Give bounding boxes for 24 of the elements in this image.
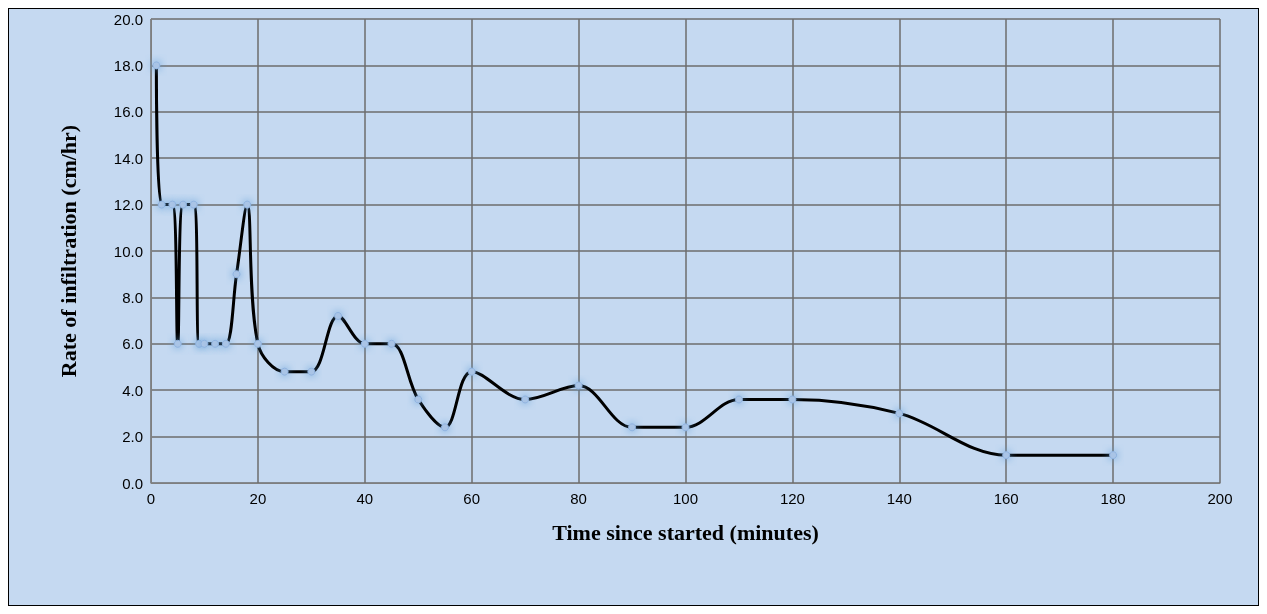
y-tick-label: 0.0 xyxy=(122,474,143,492)
x-tick-label: 100 xyxy=(672,490,699,507)
x-tick-label: 60 xyxy=(463,490,481,507)
y-tick-label: 6.0 xyxy=(122,335,143,353)
x-tick-label: 0 xyxy=(146,490,156,507)
y-tick-label: 18.0 xyxy=(113,56,143,74)
y-tick-label: 2.0 xyxy=(122,428,143,446)
x-tick-label: 140 xyxy=(886,490,912,507)
x-tick-label: 40 xyxy=(356,490,374,507)
y-tick-label: 16.0 xyxy=(113,103,143,121)
y-tick-label: 20.0 xyxy=(113,10,143,28)
y-tick-label: 12.0 xyxy=(113,196,143,214)
y-axis-title: Rate of infiltration (cm/hr) xyxy=(55,124,81,378)
x-axis-title: Time since started (minutes) xyxy=(552,519,819,545)
y-tick-label: 14.0 xyxy=(113,149,143,167)
x-tick-label: 120 xyxy=(779,490,805,507)
y-tick-label: 4.0 xyxy=(122,381,143,399)
y-tick-label: 10.0 xyxy=(113,242,143,260)
x-tick-label: 20 xyxy=(249,490,267,507)
y-tick-label: 8.0 xyxy=(122,288,143,306)
x-tick-label: 180 xyxy=(1100,490,1126,507)
x-tick-label: 160 xyxy=(993,490,1019,507)
x-tick-label: 80 xyxy=(570,490,587,507)
x-tick-label: 200 xyxy=(1207,490,1233,507)
